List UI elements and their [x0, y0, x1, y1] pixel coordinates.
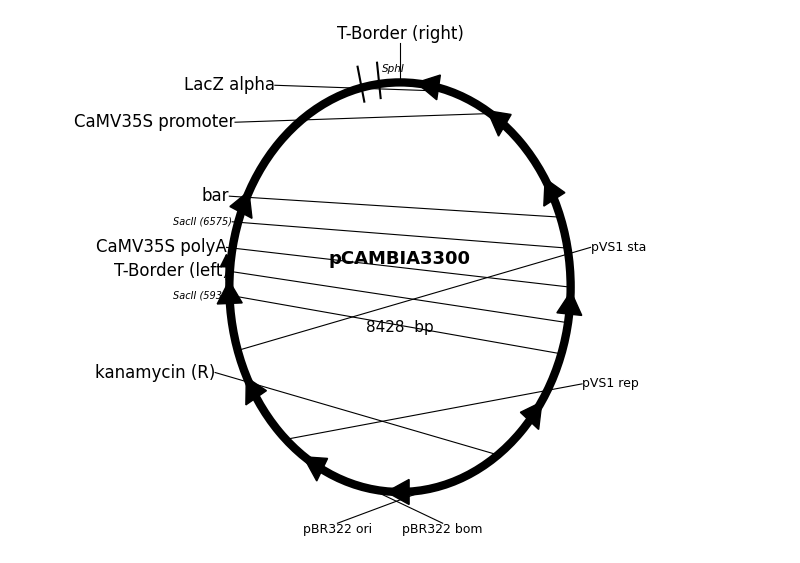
Polygon shape — [230, 191, 252, 218]
Text: pBR322 bom: pBR322 bom — [402, 523, 483, 536]
Text: T-Border (left): T-Border (left) — [114, 262, 230, 280]
Text: pBR322 ori: pBR322 ori — [303, 523, 372, 536]
Polygon shape — [557, 292, 582, 315]
Text: SphI: SphI — [382, 64, 405, 74]
Polygon shape — [386, 480, 409, 504]
Text: kanamycin (R): kanamycin (R) — [94, 364, 215, 382]
Text: CaMV35S polyA: CaMV35S polyA — [96, 238, 226, 256]
Text: LacZ alpha: LacZ alpha — [184, 76, 275, 94]
Polygon shape — [544, 178, 565, 206]
Polygon shape — [303, 457, 327, 481]
Polygon shape — [416, 75, 440, 100]
Text: T-Border (right): T-Border (right) — [337, 25, 463, 43]
Text: pVS1 rep: pVS1 rep — [582, 377, 638, 390]
Text: pVS1 sta: pVS1 sta — [590, 241, 646, 254]
Polygon shape — [487, 111, 511, 136]
Text: 8428  bp: 8428 bp — [366, 320, 434, 334]
Text: pCAMBIA3300: pCAMBIA3300 — [329, 250, 471, 268]
Polygon shape — [246, 377, 266, 405]
Polygon shape — [218, 281, 242, 304]
Text: bar: bar — [202, 187, 230, 205]
Text: SacII (5933): SacII (5933) — [173, 291, 232, 301]
Text: CaMV35S promoter: CaMV35S promoter — [74, 113, 235, 131]
Text: SacII (6575): SacII (6575) — [173, 217, 232, 227]
Polygon shape — [520, 402, 542, 430]
